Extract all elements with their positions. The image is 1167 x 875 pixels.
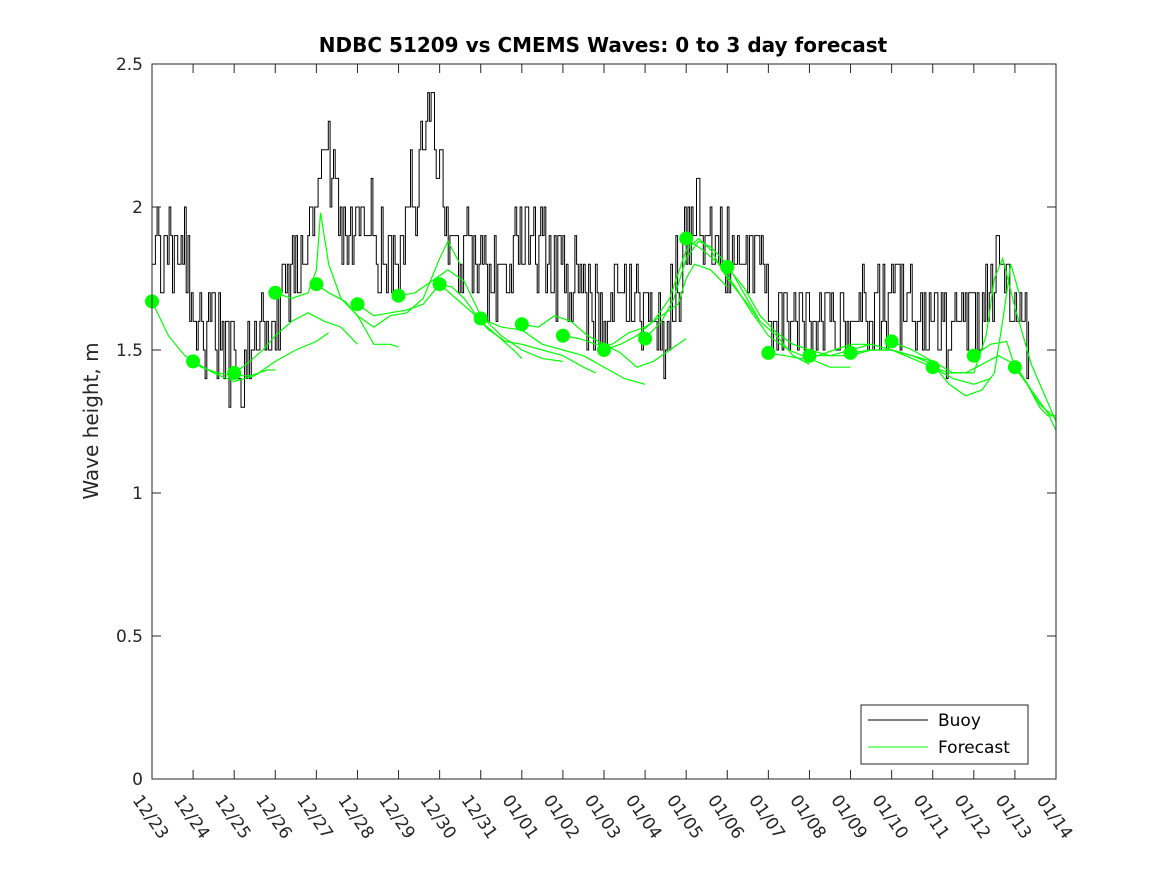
y-tick-label: 2 [132,198,143,218]
forecast-run-line-15 [726,266,892,357]
forecast-marker-8 [432,277,447,292]
forecast-marker-3 [227,365,242,380]
forecast-marker-15 [720,260,735,275]
forecast-marker-18 [843,345,858,360]
forecast-run-line-2 [192,332,330,383]
y-tick-label: 1.5 [116,341,143,361]
chart-title: NDBC 51209 vs CMEMS Waves: 0 to 3 day fo… [319,33,888,57]
forecast-run-line-9 [480,317,646,385]
forecast-run-line-8 [439,283,597,374]
y-tick-label: 0 [132,770,143,790]
forecast-run-line-4 [275,212,399,348]
forecast-marker-11 [555,328,570,343]
forecast-marker-6 [350,297,365,312]
forecast-marker-9 [473,311,488,326]
forecast-marker-21 [966,348,981,363]
forecast-marker-17 [802,348,817,363]
forecast-run-line-13 [644,240,810,365]
forecast-run-line-20 [932,355,1057,431]
forecast-marker-22 [1007,360,1022,375]
forecast-marker-4 [268,285,283,300]
forecast-run-line-3 [233,312,358,374]
buoy-series-line [152,92,1030,408]
legend-buoy-label: Buoy [938,711,981,731]
forecast-marker-10 [514,317,529,332]
forecast-marker-19 [884,334,899,349]
forecast-marker-20 [925,360,940,375]
forecast-run-line-22 [1014,366,1056,417]
forecast-run-line-14 [685,238,851,368]
y-tick-label: 1 [132,484,143,504]
forecast-run-line-17 [809,343,991,385]
forecast-marker-2 [186,354,201,369]
forecast-marker-16 [761,345,776,360]
forecast-marker-5 [309,277,324,292]
y-axis-label: Wave height, m [79,342,103,499]
forecast-marker-7 [391,288,406,303]
plot-area [145,92,1057,431]
y-tick-label: 0.5 [116,627,143,647]
legend-forecast-label: Forecast [938,738,1010,758]
forecast-run-line-5 [316,239,461,328]
forecast-run-line-1 [151,301,276,377]
forecast-run-line-7 [398,269,563,362]
forecast-marker-14 [679,231,694,246]
forecast-marker-12 [597,343,611,357]
forecast-run-line-12 [603,237,761,351]
legend-box [860,704,1029,765]
legend: Buoy Forecast [860,704,1029,765]
y-tick-label: 2.5 [116,55,143,75]
forecast-marker-13 [638,331,653,346]
forecast-run-line-18 [850,264,1020,397]
forecast-run-line-19 [891,256,1057,422]
